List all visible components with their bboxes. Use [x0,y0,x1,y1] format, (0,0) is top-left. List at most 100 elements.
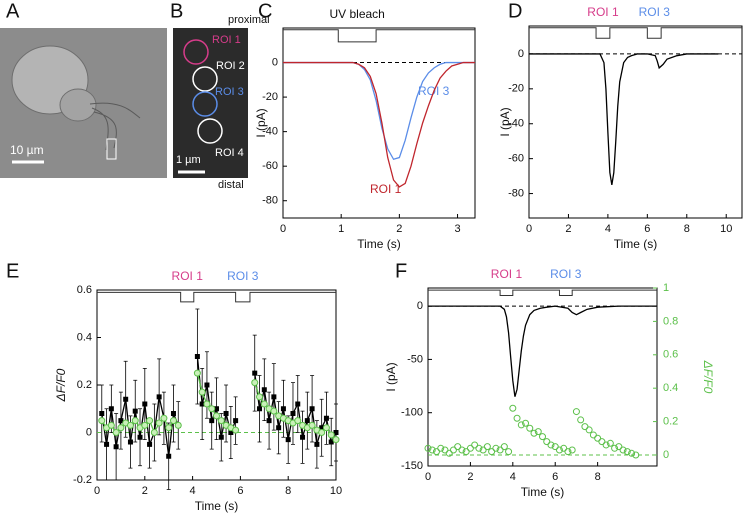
marker [428,446,436,454]
scale-bar-label: 10 µm [10,143,44,157]
marker [462,448,470,456]
marker [560,444,568,452]
panel-c: C 0 1 2 3 0 -20 -40 -60 -80 Time (s) I (pA) UV bleac… [254,0,476,251]
marker [466,444,474,452]
x-tick-label: 10 [720,223,732,235]
marker [332,436,340,444]
y-tick-label: -60 [262,160,278,172]
roi-circle [192,66,218,92]
marker [252,370,258,376]
marker [479,446,487,454]
marker [318,429,326,436]
marker [223,411,229,416]
stimulus-trace [283,29,475,43]
stimulus-trace [428,289,657,296]
y-axis-label: I (pA) [498,107,512,136]
marker [141,421,149,429]
y-tick-label: -60 [508,153,524,165]
marker [108,406,114,412]
marker [602,441,610,449]
marker [449,446,457,454]
marker [304,418,310,424]
x-tick-label: 0 [425,471,431,483]
panel-letter: A [6,0,20,22]
x-tick-label: 4 [190,485,196,497]
y-tick-label: 0 [272,56,278,68]
y-tick-label: 0.2 [77,379,92,391]
marker [322,424,330,432]
panel-a: 10 µm A [0,0,167,178]
marker [166,453,172,459]
marker [146,417,154,425]
panel-d: D 0 2 4 6 8 10 0 -20 -40 -60 -80 Time (s) I (pA) ROI 1… [498,0,743,251]
marker [198,388,206,396]
marker [113,444,119,450]
marker [632,451,640,459]
marker [270,407,278,415]
y-tick-label: 0.4 [77,331,92,343]
x-tick-label: 8 [684,223,690,235]
marker [327,431,335,439]
marker [300,434,306,440]
stimulus-label: ROI 1 [172,269,204,283]
marker [522,419,530,427]
marker [594,434,602,442]
marker [585,426,593,434]
y-tick-label: -150 [401,460,423,472]
stimulus-label: ROI 3 [227,269,259,283]
y-tick-label: -20 [508,83,524,95]
marker [534,428,542,436]
marker [127,439,133,445]
marker [294,417,302,425]
marker [611,444,619,452]
marker [319,425,325,431]
x-tick-label: 2 [396,223,402,235]
stimulus-label: ROI 1 [587,5,619,19]
marker [218,434,224,440]
marker [526,424,534,432]
x-tick-label: 4 [605,223,611,235]
marker [160,414,168,422]
marker [208,405,216,413]
x-axis-label: Time (s) [614,237,658,251]
marker [568,446,576,454]
marker [165,424,173,432]
marker [156,394,162,400]
x-tick-label: 1 [338,223,344,235]
x-axis-label: Time (s) [357,237,401,251]
marker [126,421,134,429]
y-axis-label: I (pA) [384,362,398,391]
y-tick-label: 0 [86,426,92,438]
y-tick-label: -50 [407,353,423,365]
marker [131,417,139,425]
marker [98,417,106,425]
marker [572,408,580,416]
stimulus-label: UV bleach [329,7,384,21]
x-axis-label: Time (s) [195,499,239,513]
y-tick-label: -40 [262,126,278,138]
marker [260,400,268,408]
marker [174,421,182,429]
roi-circle [183,39,209,65]
stimulus-label: ROI 3 [550,267,582,281]
marker [290,411,296,416]
x-tick-label: 0 [94,485,100,497]
marker [217,417,225,425]
x-tick-label: 0 [526,223,532,235]
marker [441,446,449,454]
marker [150,429,158,436]
marker [295,401,301,407]
marker [488,448,496,456]
micrograph [173,28,248,178]
x-tick-label: 6 [237,485,243,497]
marker [437,444,445,452]
y-tick-label: -80 [508,187,524,199]
series-label: ROI 1 [370,182,402,196]
series-line [428,305,657,397]
marker [530,429,538,437]
panel-letter: F [395,260,407,282]
panel-letter: B [170,0,183,22]
marker [628,449,636,457]
bottom-label: distal [218,179,244,191]
